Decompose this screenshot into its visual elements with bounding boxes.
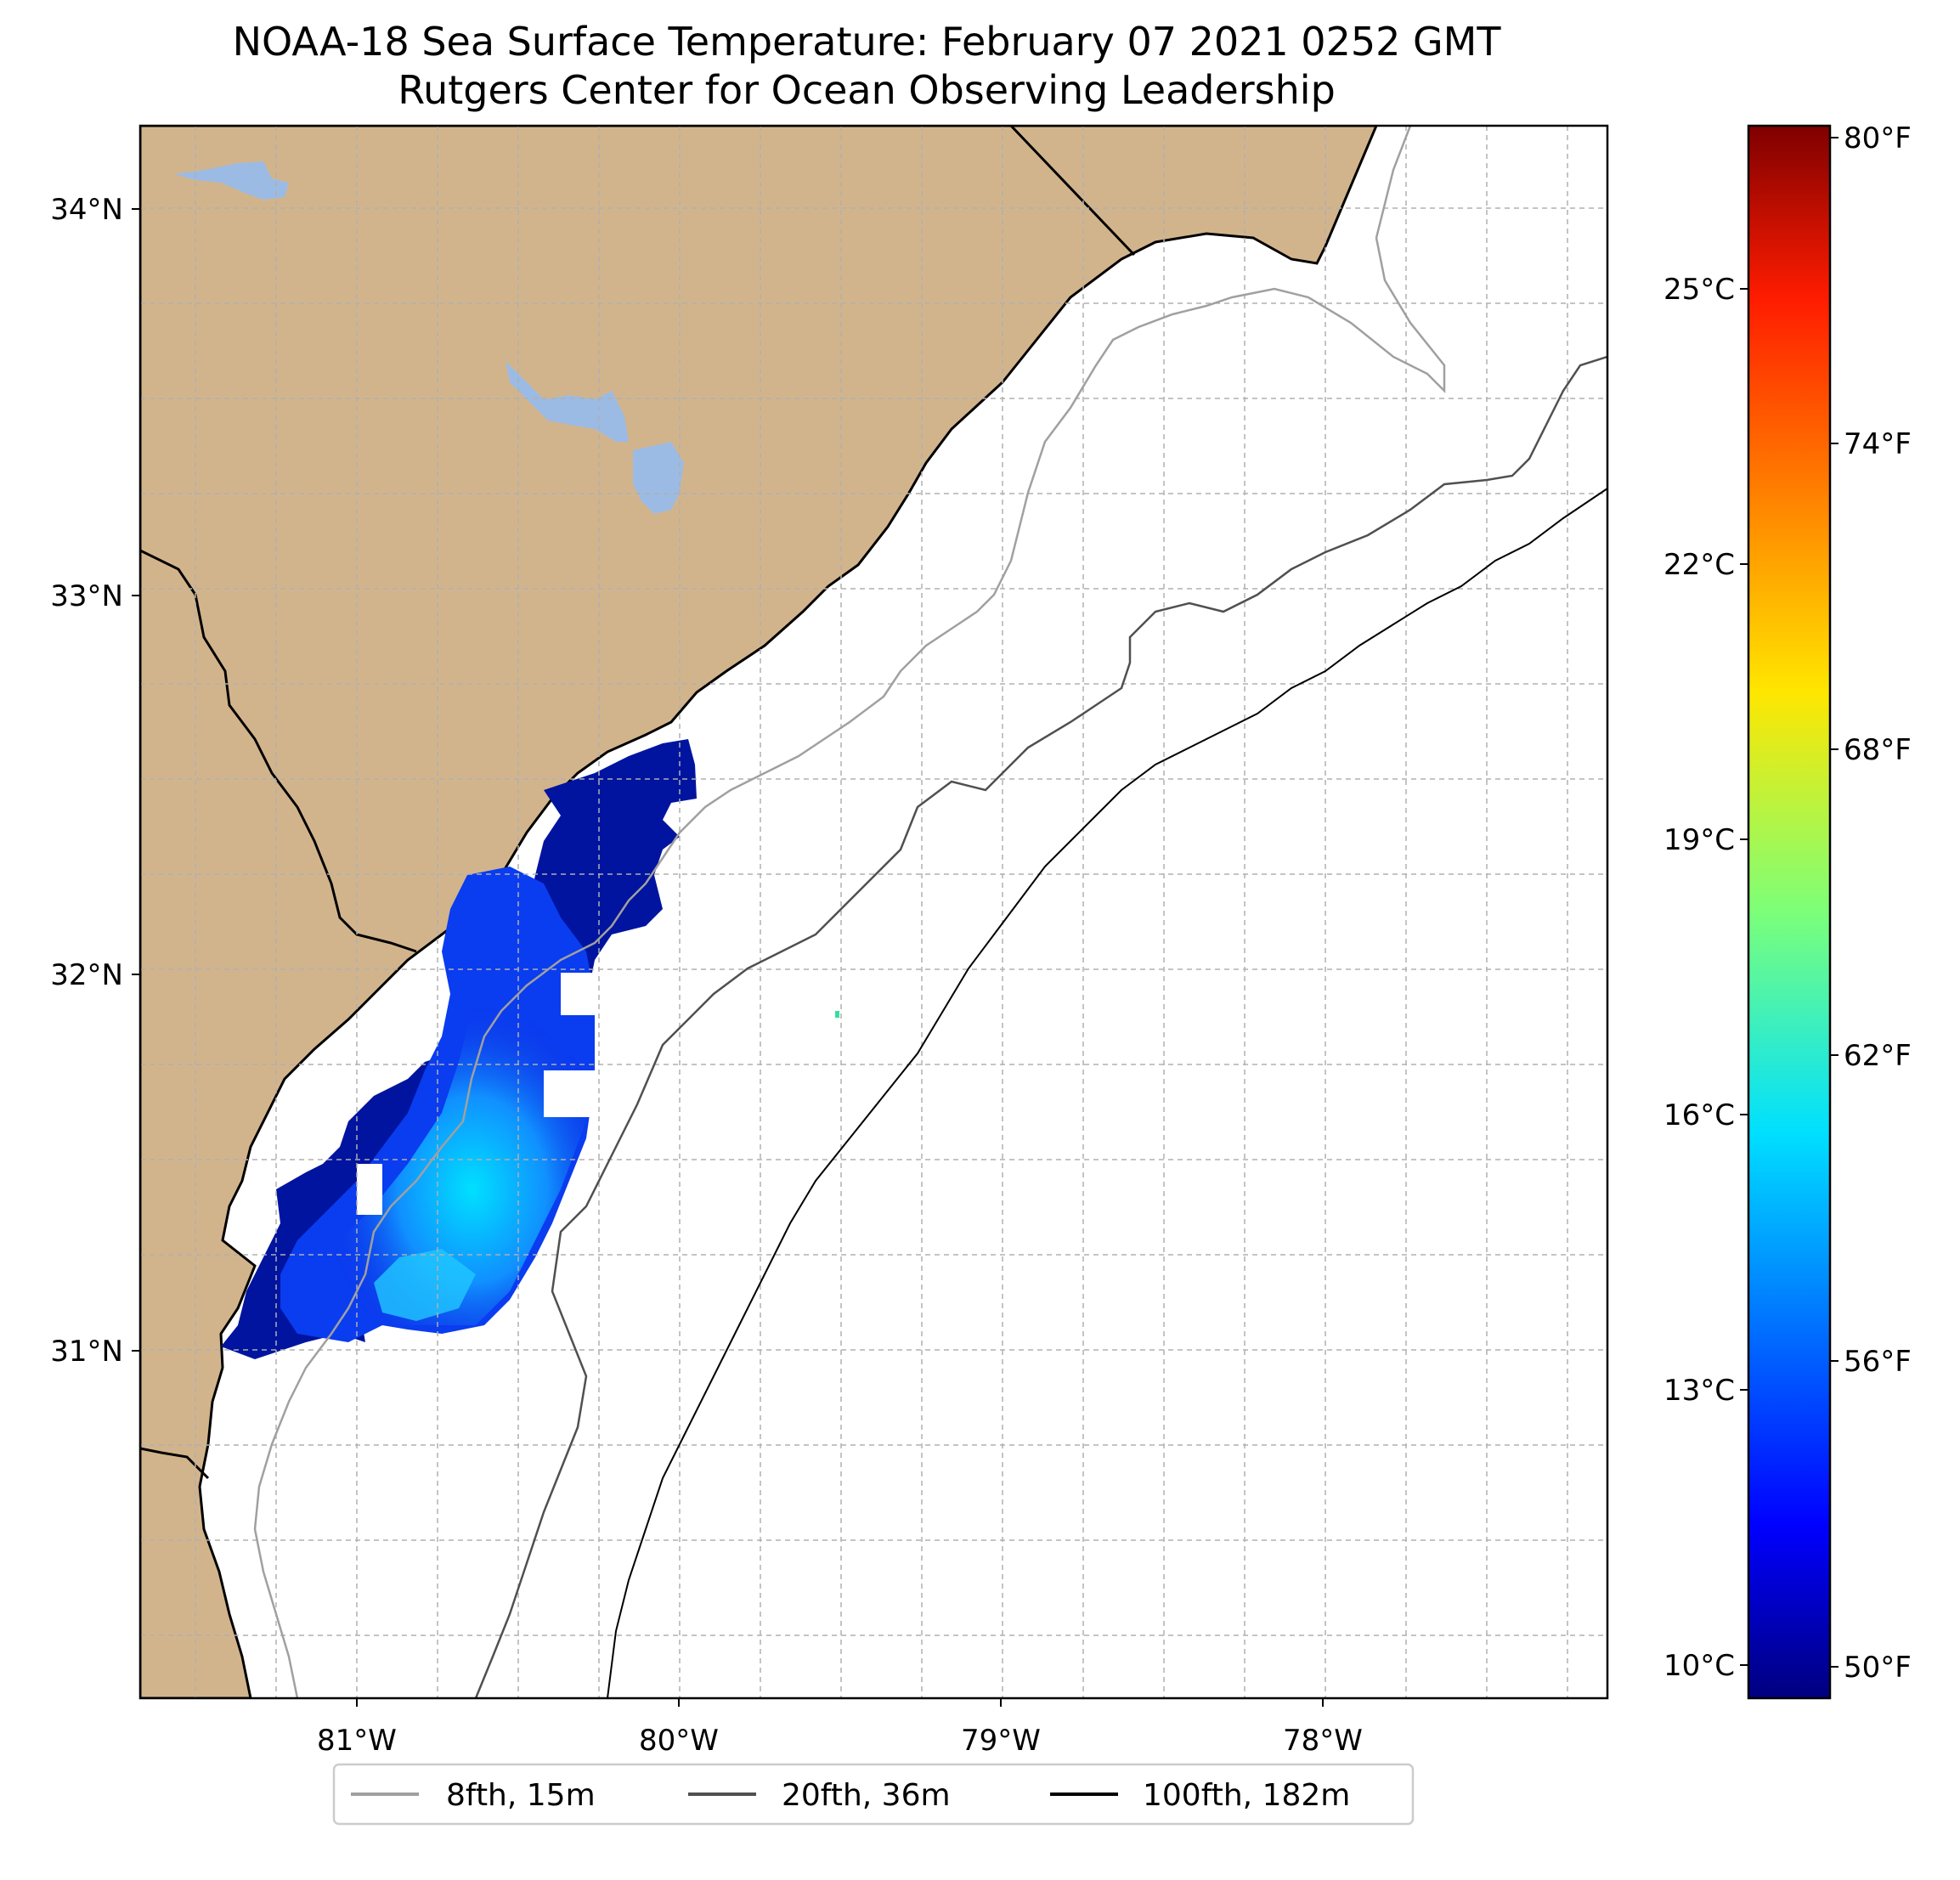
contour-8fth-15m [253, 126, 1446, 1698]
colorbar-c-label: 16°C [1663, 1098, 1735, 1132]
colorbar-f-label: 62°F [1844, 1039, 1912, 1073]
colorbar-f-label: 74°F [1844, 427, 1912, 461]
sst-pixel [835, 1011, 839, 1018]
map-ticks [132, 208, 1324, 1707]
gridlines [140, 126, 1607, 1698]
land-mass [140, 126, 1378, 1698]
sst-patch-cyan [374, 1249, 476, 1321]
x-tick-label: 81°W [317, 1724, 397, 1758]
legend-label-20fth: 20fth, 36m [782, 1778, 951, 1813]
y-ticks [132, 208, 140, 1352]
x-tick-label: 79°W [961, 1724, 1041, 1758]
legend-label-8fth: 8fth, 15m [446, 1778, 596, 1813]
map-frame [138, 124, 1609, 1700]
colorbar-f-label: 68°F [1844, 733, 1912, 767]
state-border [1009, 126, 1136, 257]
map-panel [140, 126, 1607, 1698]
colorbar-f-label: 56°F [1844, 1345, 1912, 1379]
legend-box [332, 1763, 1415, 1826]
x-tick-label: 80°W [639, 1724, 719, 1758]
legend: 8fth, 15m 20fth, 36m 100fth, 182m [332, 1763, 1415, 1826]
y-tick-label: 34°N [50, 193, 123, 227]
gridline-lat [140, 207, 1607, 1636]
sst-gap-3 [357, 1164, 382, 1215]
contour-100fth-182m [607, 488, 1607, 1698]
contour-20fth-36m [474, 355, 1607, 1698]
colorbar-ticks-right [1830, 137, 1839, 1668]
lake-marion [174, 161, 289, 200]
colorbar-c-label: 10°C [1663, 1649, 1735, 1683]
gridline-lon [195, 126, 1568, 1698]
sst-patch-warm [323, 985, 595, 1325]
x-tick-label: 78°W [1283, 1724, 1363, 1758]
colorbar-gradient [1747, 124, 1832, 1700]
colorbar-f-label: 50°F [1844, 1651, 1912, 1685]
colorbar-c-label: 22°C [1663, 548, 1735, 582]
legend-label-100fth: 100fth, 182m [1143, 1778, 1350, 1813]
colorbar-ticks-left [1740, 288, 1748, 1666]
x-ticks [356, 1698, 1324, 1707]
colorbar-c-label: 25°C [1663, 273, 1735, 307]
colorbar: 25°C 22°C 19°C 16°C 13°C 10°C 80°F 74°F … [1663, 121, 1912, 1700]
y-tick-label: 32°N [50, 958, 123, 992]
y-tick-label: 31°N [50, 1335, 123, 1369]
y-tick-label: 33°N [50, 579, 123, 613]
colorbar-c-label: 19°C [1663, 823, 1735, 857]
sst-data [221, 739, 839, 1359]
savannah-river [140, 549, 417, 953]
lake-moultrie-2 [633, 442, 684, 514]
sst-gap-1 [561, 973, 595, 1015]
title-line-2: Rutgers Center for Ocean Observing Leade… [398, 67, 1336, 113]
colorbar-c-label: 13°C [1663, 1374, 1735, 1408]
sst-gap-2 [544, 1070, 595, 1117]
colorbar-f-label: 80°F [1844, 121, 1912, 155]
altamaha-river [140, 1447, 210, 1480]
lake-moultrie-1 [506, 361, 629, 442]
title-line-1: NOAA-18 Sea Surface Temperature: Februar… [233, 19, 1502, 65]
